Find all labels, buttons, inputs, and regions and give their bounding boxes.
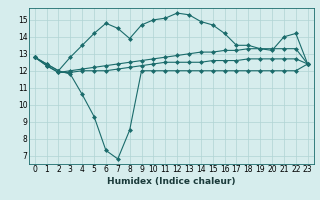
X-axis label: Humidex (Indice chaleur): Humidex (Indice chaleur) xyxy=(107,177,236,186)
